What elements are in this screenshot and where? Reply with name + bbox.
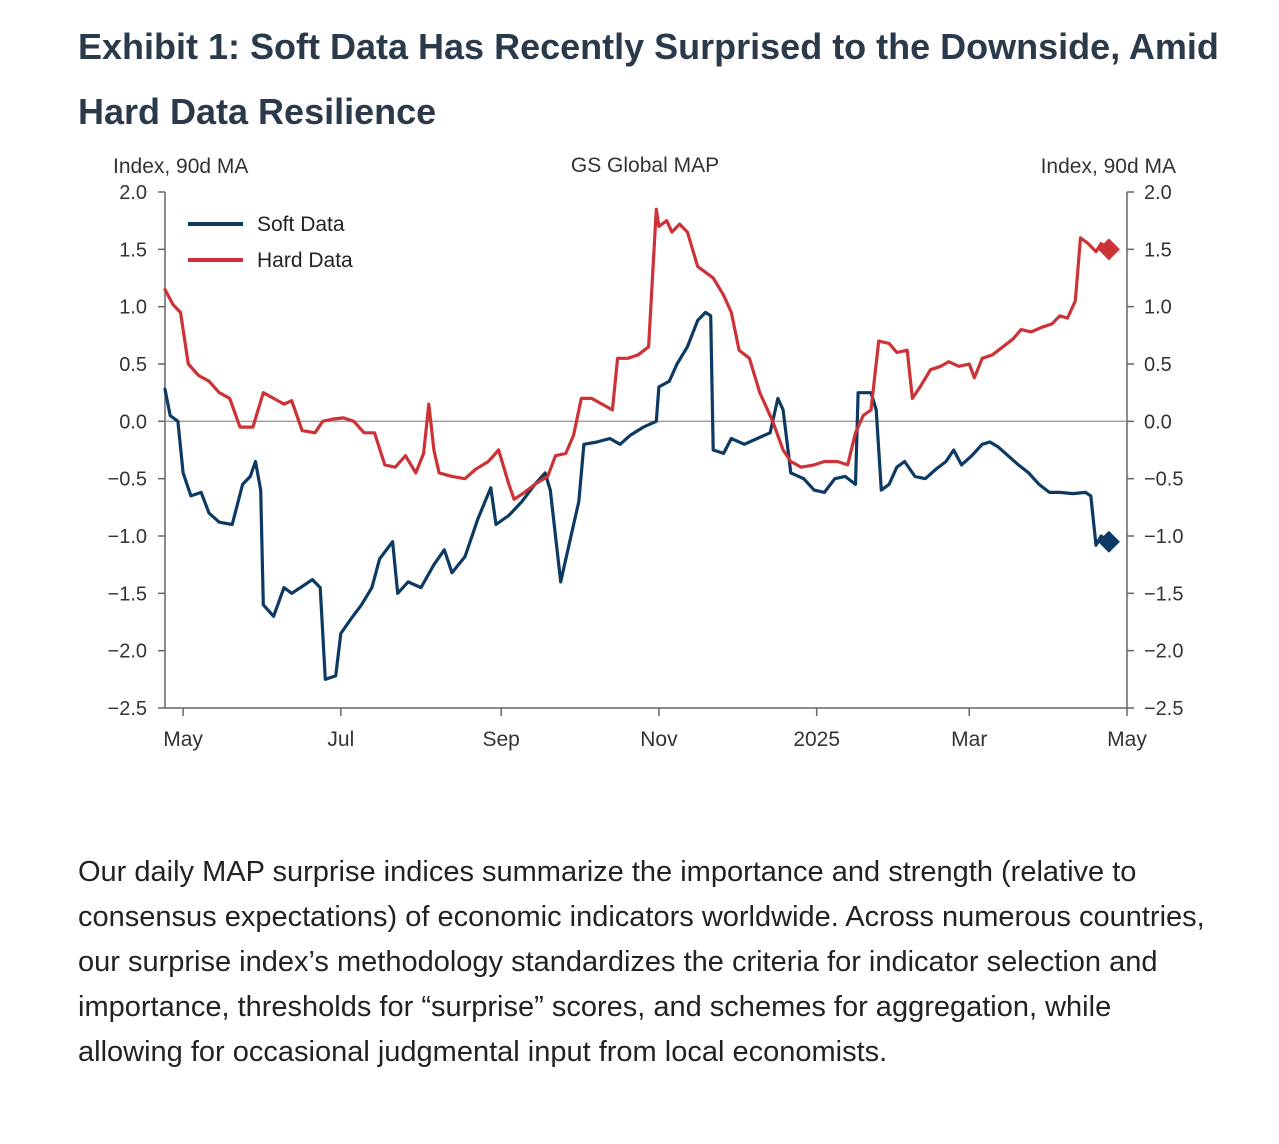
hard-data-latest-marker — [1097, 238, 1120, 261]
legend-label-hard-data: Hard Data — [257, 249, 353, 272]
x-tick-label: May — [1107, 728, 1147, 751]
right-y-tick-label: 1.5 — [1144, 239, 1172, 261]
right-y-tick-label: −1.0 — [1144, 526, 1183, 548]
axes: 2.0 2.0 1.5 1.5 1.0 1.0 0.5 0.5 0.0 0.0 −0.5 −0.5 −1… — [108, 182, 1184, 751]
left-y-tick-label: −2.5 — [108, 698, 147, 720]
right-y-tick-label: −2.0 — [1144, 641, 1183, 663]
exhibit-title: Exhibit 1: Soft Data Has Recently Surpri… — [78, 26, 1219, 132]
legend: Soft Data Hard Data — [188, 213, 353, 272]
x-tick-label: 2025 — [793, 728, 840, 751]
legend-label-soft-data: Soft Data — [257, 213, 345, 236]
chart-title: GS Global MAP — [571, 154, 719, 177]
right-y-tick-label: −0.5 — [1144, 469, 1183, 491]
chart-svg: GS Global MAP Index, 90d MA Index, 90d M… — [108, 154, 1184, 751]
left-y-tick-label: 0.5 — [119, 354, 147, 376]
right-y-tick-label: 0.5 — [1144, 354, 1172, 376]
hard-data-series-line — [163, 207, 1111, 501]
right-axis-unit-label: Index, 90d MA — [1041, 155, 1176, 178]
x-tick-label: Sep — [482, 728, 519, 751]
right-y-tick-label: −1.5 — [1144, 583, 1183, 605]
soft-data-series-line — [163, 310, 1111, 681]
x-tick-label: May — [163, 728, 203, 751]
left-axis-unit-label: Index, 90d MA — [113, 155, 248, 178]
right-y-tick-label: 2.0 — [1144, 182, 1172, 204]
left-y-tick-label: −2.0 — [108, 641, 147, 663]
x-tick-label: Mar — [951, 728, 987, 751]
left-y-tick-label: 1.0 — [119, 297, 147, 319]
left-y-tick-label: −1.5 — [108, 583, 147, 605]
chart-container: GS Global MAP Index, 90d MA Index, 90d M… — [0, 140, 1279, 770]
description-paragraph: Our daily MAP surprise indices summarize… — [78, 856, 1205, 1068]
x-tick-label: Nov — [640, 728, 678, 751]
left-y-tick-label: −0.5 — [108, 469, 147, 491]
left-y-tick-label: −1.0 — [108, 526, 147, 548]
left-y-tick-label: 2.0 — [119, 182, 147, 204]
x-tick-label: Jul — [327, 728, 354, 751]
right-y-tick-label: 1.0 — [1144, 297, 1172, 319]
soft-data-latest-marker — [1097, 530, 1120, 553]
left-y-tick-label: 1.5 — [119, 239, 147, 261]
right-y-tick-label: 0.0 — [1144, 411, 1172, 433]
series-lines — [163, 207, 1120, 681]
right-y-tick-label: −2.5 — [1144, 698, 1183, 720]
left-y-tick-label: 0.0 — [119, 411, 147, 433]
